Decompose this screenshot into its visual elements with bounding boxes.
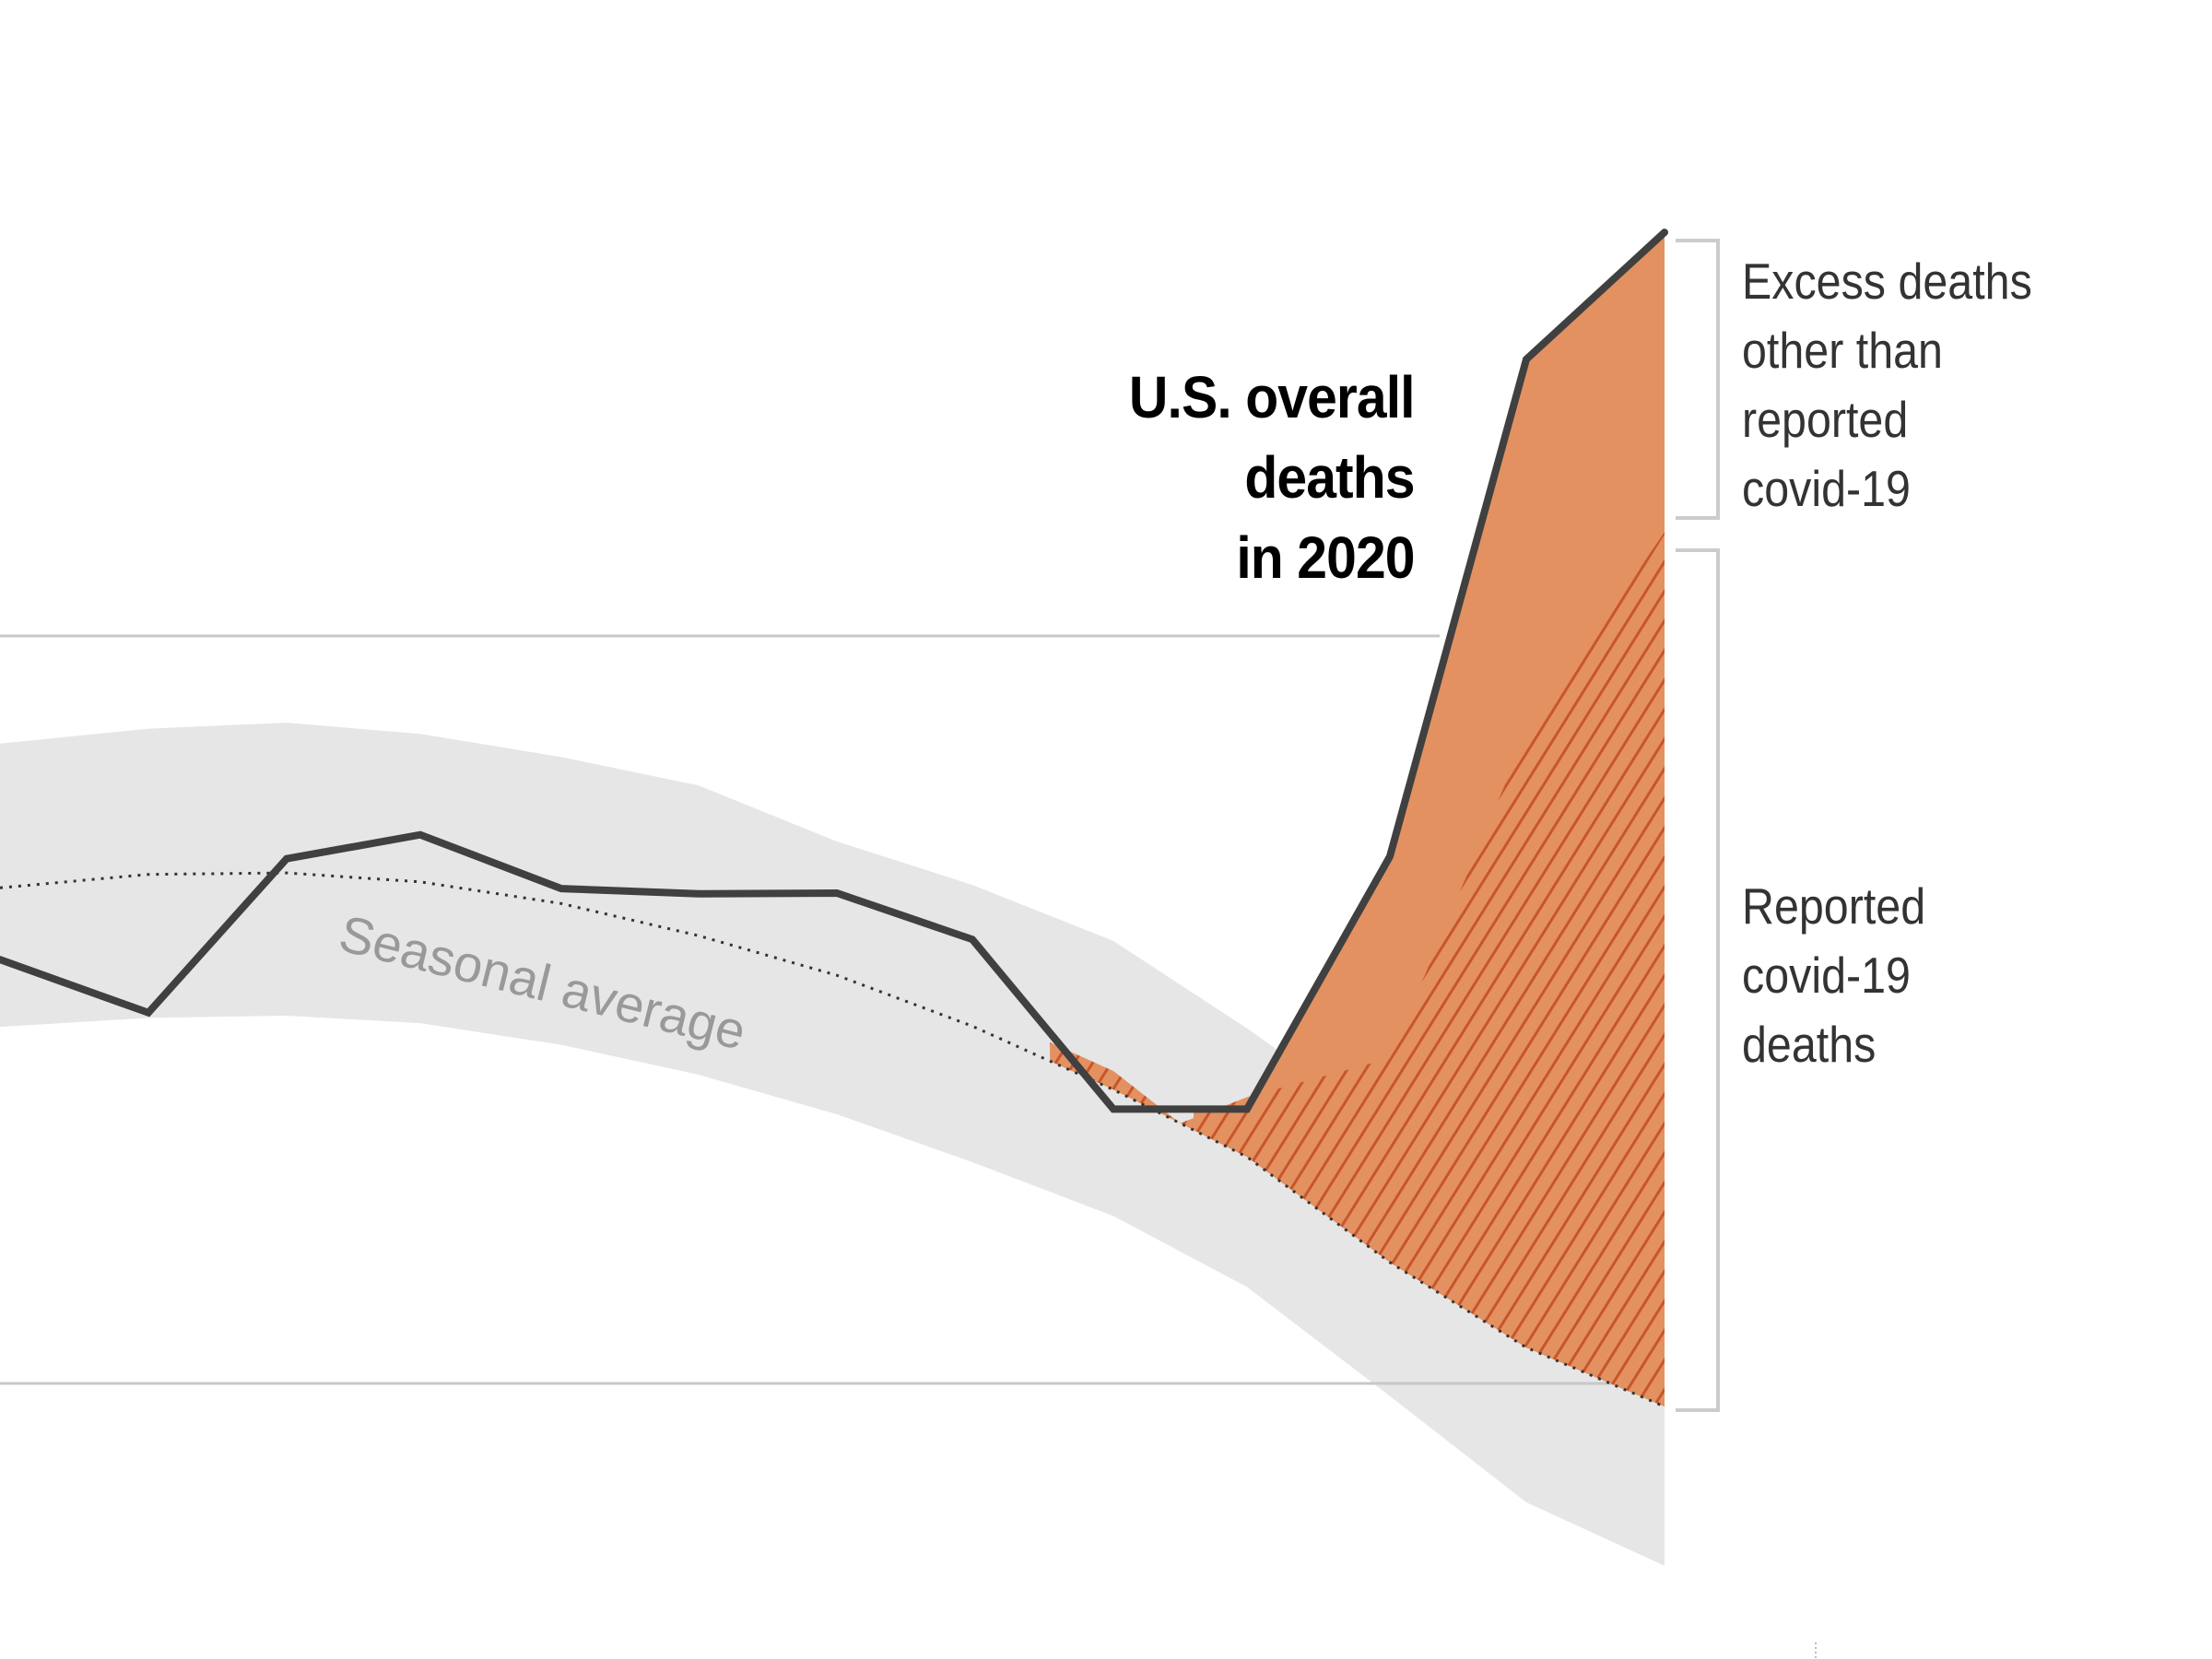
excess-deaths-label: Excess deaths other than reported covid-… — [1742, 253, 2032, 517]
chart-title: U.S. overall deaths in 2020 — [1129, 364, 1416, 591]
overall-deaths-line — [0, 229, 1668, 1113]
reported-covid-area — [1050, 532, 1665, 1407]
covid-bracket — [1676, 548, 1720, 1412]
seasonal-range-band — [0, 723, 1665, 1566]
seasonal-average-line — [0, 871, 1665, 1408]
excess-bracket — [1676, 239, 1720, 520]
reported-covid-label: Reported covid-19 deaths — [1742, 877, 1926, 1073]
